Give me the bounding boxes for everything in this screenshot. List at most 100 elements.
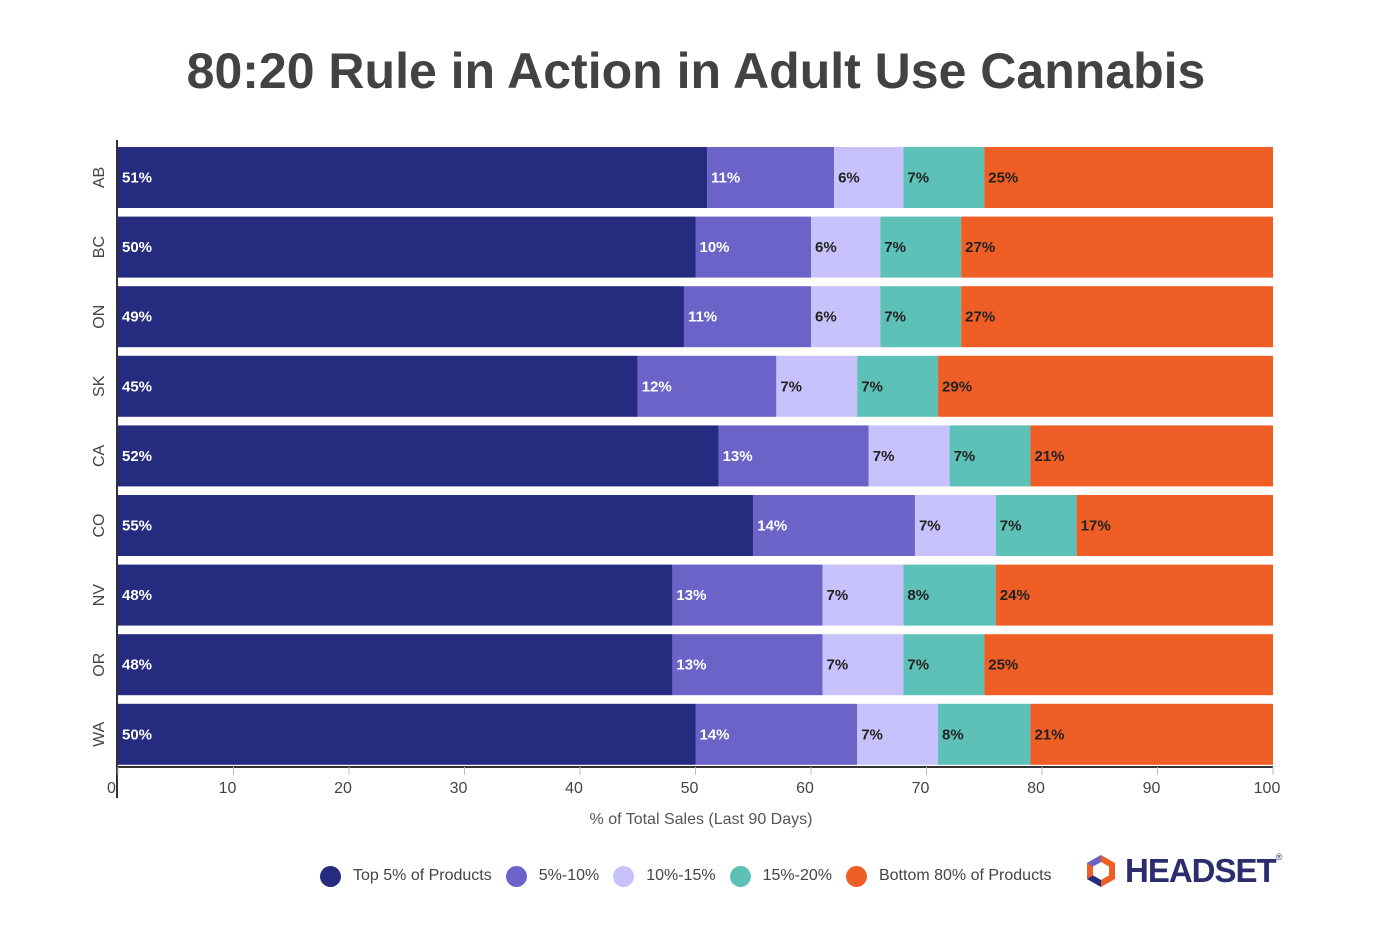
legend-swatch-1 bbox=[505, 865, 527, 887]
bar-co-series-1 bbox=[753, 495, 915, 556]
bar-nv-series-2 bbox=[822, 564, 904, 626]
legend-swatch-4 bbox=[845, 865, 867, 887]
bar-label-ca-series-3: 7% bbox=[954, 448, 976, 465]
bar-bc-series-4 bbox=[961, 216, 1273, 278]
bar-sk-series-0 bbox=[118, 355, 638, 417]
bar-ca-series-2 bbox=[868, 425, 950, 487]
bar-on-series-3 bbox=[880, 286, 962, 348]
x-tick-label-20: 20 bbox=[334, 780, 352, 797]
category-label-ca: CA bbox=[91, 444, 108, 467]
bar-label-wa-series-3: 8% bbox=[942, 726, 964, 743]
bar-ca-series-3 bbox=[949, 425, 1031, 487]
bar-label-nv-series-3: 8% bbox=[907, 587, 929, 604]
bar-label-sk-series-1: 12% bbox=[642, 378, 672, 395]
legend-swatch-0 bbox=[320, 865, 341, 887]
bar-label-or-series-1: 13% bbox=[676, 657, 706, 674]
bar-wa-series-2 bbox=[857, 703, 939, 765]
bar-nv-series-0 bbox=[118, 564, 673, 626]
bar-ab-series-0 bbox=[118, 147, 708, 208]
x-tick-label-70: 70 bbox=[912, 780, 930, 797]
legend-item-1: 5%-10% bbox=[505, 865, 600, 887]
bar-label-ca-series-1: 13% bbox=[723, 448, 753, 465]
bar-bc-series-1 bbox=[695, 216, 811, 278]
x-axis-title: % of Total Sales (Last 90 Days) bbox=[590, 811, 813, 828]
bar-label-sk-series-2: 7% bbox=[780, 378, 802, 395]
legend-label-1: 5%-10% bbox=[538, 867, 600, 884]
category-label-co: CO bbox=[91, 514, 108, 538]
x-tick-label-100: 100 bbox=[1254, 780, 1281, 797]
legend-label-3: 15%-20% bbox=[762, 867, 832, 884]
bar-ab-series-1 bbox=[707, 147, 835, 208]
legend-label-2: 10%-15% bbox=[646, 867, 716, 884]
bar-label-or-series-2: 7% bbox=[827, 657, 849, 674]
bar-label-wa-series-2: 7% bbox=[861, 726, 883, 743]
bar-label-co-series-0: 55% bbox=[122, 518, 152, 535]
bar-sk-series-2 bbox=[776, 355, 858, 417]
bar-sk-series-4 bbox=[938, 355, 1273, 417]
legend-label-0: Top 5% of Products bbox=[353, 867, 492, 884]
bar-or-series-0 bbox=[118, 634, 673, 696]
bar-co-series-0 bbox=[118, 495, 754, 556]
bar-label-or-series-3: 7% bbox=[907, 657, 929, 674]
category-label-bc: BC bbox=[91, 236, 108, 258]
bar-label-bc-series-3: 7% bbox=[884, 239, 906, 256]
bar-label-wa-series-1: 14% bbox=[700, 726, 730, 743]
bar-label-ca-series-0: 52% bbox=[122, 448, 152, 465]
x-tick-label-60: 60 bbox=[796, 780, 814, 797]
bar-wa-series-0 bbox=[118, 703, 696, 765]
bar-label-on-series-3: 7% bbox=[884, 309, 906, 326]
bar-on-series-1 bbox=[683, 286, 811, 348]
bar-label-ca-series-4: 21% bbox=[1034, 448, 1064, 465]
bar-label-nv-series-2: 7% bbox=[827, 587, 849, 604]
legend-item-4: Bottom 80% of Products bbox=[845, 865, 1052, 887]
bar-ca-series-4 bbox=[1030, 425, 1273, 487]
bar-label-sk-series-4: 29% bbox=[942, 378, 972, 395]
bar-label-ab-series-0: 51% bbox=[122, 170, 152, 187]
bar-or-series-4 bbox=[984, 634, 1273, 696]
category-label-sk: SK bbox=[91, 375, 108, 397]
bar-label-nv-series-1: 13% bbox=[676, 587, 706, 604]
bar-co-series-2 bbox=[914, 495, 996, 556]
bar-sk-series-3 bbox=[857, 355, 939, 417]
bar-ab-series-3 bbox=[903, 147, 985, 208]
bar-nv-series-3 bbox=[903, 564, 996, 626]
axes-group: AB BC ON SK CA CO NV OR WA 0 10 20 30 40 50 60 70 80 90 100 bbox=[91, 140, 1280, 798]
bar-wa-series-3 bbox=[938, 703, 1031, 765]
headset-logo-icon bbox=[1087, 855, 1115, 887]
bar-label-sk-series-3: 7% bbox=[861, 378, 883, 395]
legend-swatch-3 bbox=[729, 865, 751, 887]
bar-label-on-series-2: 6% bbox=[815, 309, 837, 326]
legend-swatch-2 bbox=[613, 865, 635, 887]
category-label-wa: WA bbox=[91, 721, 108, 747]
bar-label-ab-series-4: 25% bbox=[988, 170, 1018, 187]
bar-bc-series-2 bbox=[811, 216, 881, 278]
bar-label-bc-series-2: 6% bbox=[815, 239, 837, 256]
bar-label-bc-series-1: 10% bbox=[700, 239, 730, 256]
bars-group: 51% 11% 6% 7% 25% 50% 10% 6% 7% 27% 49% 11% 6% 7% 27% 4… bbox=[118, 147, 1273, 765]
x-tick-label-0: 0 bbox=[107, 780, 116, 797]
category-label-ab: AB bbox=[91, 167, 108, 188]
bar-nv-series-4 bbox=[995, 564, 1273, 626]
category-label-nv: NV bbox=[91, 584, 108, 607]
x-tick-label-30: 30 bbox=[450, 780, 468, 797]
x-tick-label-10: 10 bbox=[219, 780, 237, 797]
bar-bc-series-0 bbox=[118, 216, 696, 278]
bar-wa-series-1 bbox=[695, 703, 858, 765]
legend-item-3: 15%-20% bbox=[729, 865, 832, 887]
bar-label-co-series-4: 17% bbox=[1081, 518, 1111, 535]
bar-label-nv-series-0: 48% bbox=[122, 587, 152, 604]
bar-label-on-series-4: 27% bbox=[965, 309, 995, 326]
bar-label-bc-series-0: 50% bbox=[122, 239, 152, 256]
bar-label-co-series-2: 7% bbox=[919, 518, 941, 535]
chart-area: 51% 11% 6% 7% 25% 50% 10% 6% 7% 27% 49% 11% 6% 7% 27% 4… bbox=[91, 140, 1280, 828]
bar-label-on-series-0: 49% bbox=[122, 309, 152, 326]
category-label-on: ON bbox=[91, 305, 108, 329]
bar-label-or-series-0: 48% bbox=[122, 657, 152, 674]
legend-item-2: 10%-15% bbox=[613, 865, 716, 887]
bar-sk-series-1 bbox=[637, 355, 777, 417]
bar-wa-series-4 bbox=[1030, 703, 1273, 765]
bar-label-co-series-1: 14% bbox=[757, 518, 787, 535]
bar-bc-series-3 bbox=[880, 216, 962, 278]
bar-or-series-3 bbox=[903, 634, 985, 696]
bar-ab-series-4 bbox=[984, 147, 1273, 208]
